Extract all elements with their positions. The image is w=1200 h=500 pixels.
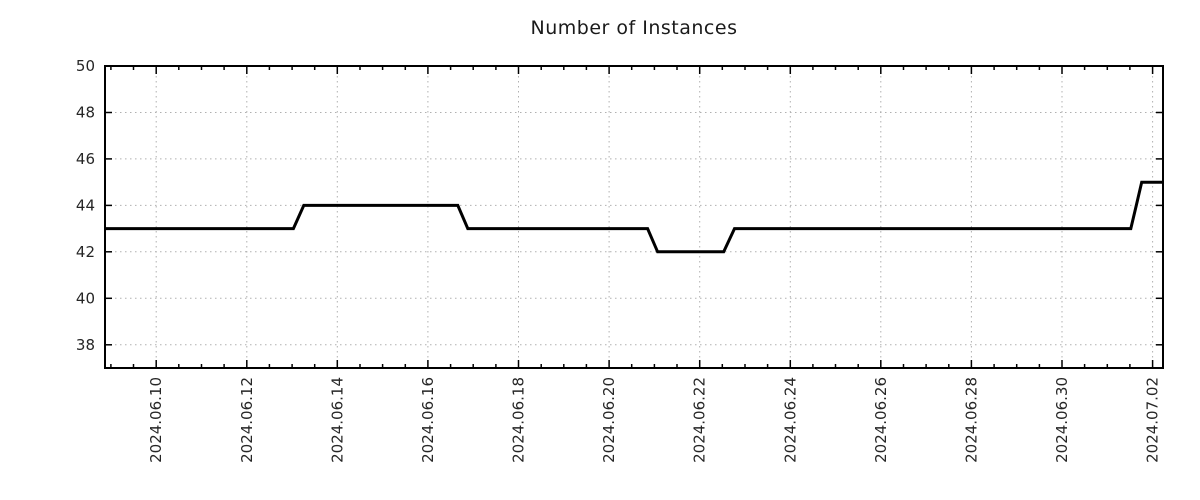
x-tick-label: 2024.06.20: [600, 377, 618, 463]
gridlines: [105, 65, 1163, 368]
x-tick-label: 2024.06.12: [238, 377, 256, 463]
y-tick-label: 42: [76, 243, 95, 261]
x-tick-label: 2024.06.14: [328, 377, 346, 463]
x-tick-label: 2024.07.02: [1144, 377, 1162, 463]
x-tick-label: 2024.06.22: [691, 377, 709, 463]
y-tick-label: 38: [76, 336, 95, 354]
y-tick-label: 40: [76, 289, 95, 307]
y-tick-label: 44: [76, 196, 95, 214]
x-tick-label: 2024.06.26: [872, 377, 890, 463]
x-tick-labels: 2024.06.10 2024.06.12 2024.06.14 2024.06.16…: [147, 377, 1161, 463]
axis-ticks: [105, 65, 1163, 368]
y-tick-label: 46: [76, 150, 95, 168]
x-tick-label: 2024.06.18: [510, 377, 528, 463]
chart-title: Number of Instances: [530, 17, 738, 39]
x-tick-label: 2024.06.28: [962, 377, 980, 463]
series-instances: [105, 180, 1163, 254]
plot-border: [104, 65, 1164, 369]
y-tick-label: 50: [76, 57, 95, 75]
x-tick-label: 2024.06.10: [147, 377, 165, 463]
x-tick-label: 2024.06.16: [419, 377, 437, 463]
x-tick-label: 2024.06.30: [1053, 377, 1071, 463]
y-tick-labels: 38 40 42 44 46 48 50: [76, 57, 95, 354]
y-tick-label: 48: [76, 104, 95, 122]
x-tick-label: 2024.06.24: [781, 377, 799, 463]
